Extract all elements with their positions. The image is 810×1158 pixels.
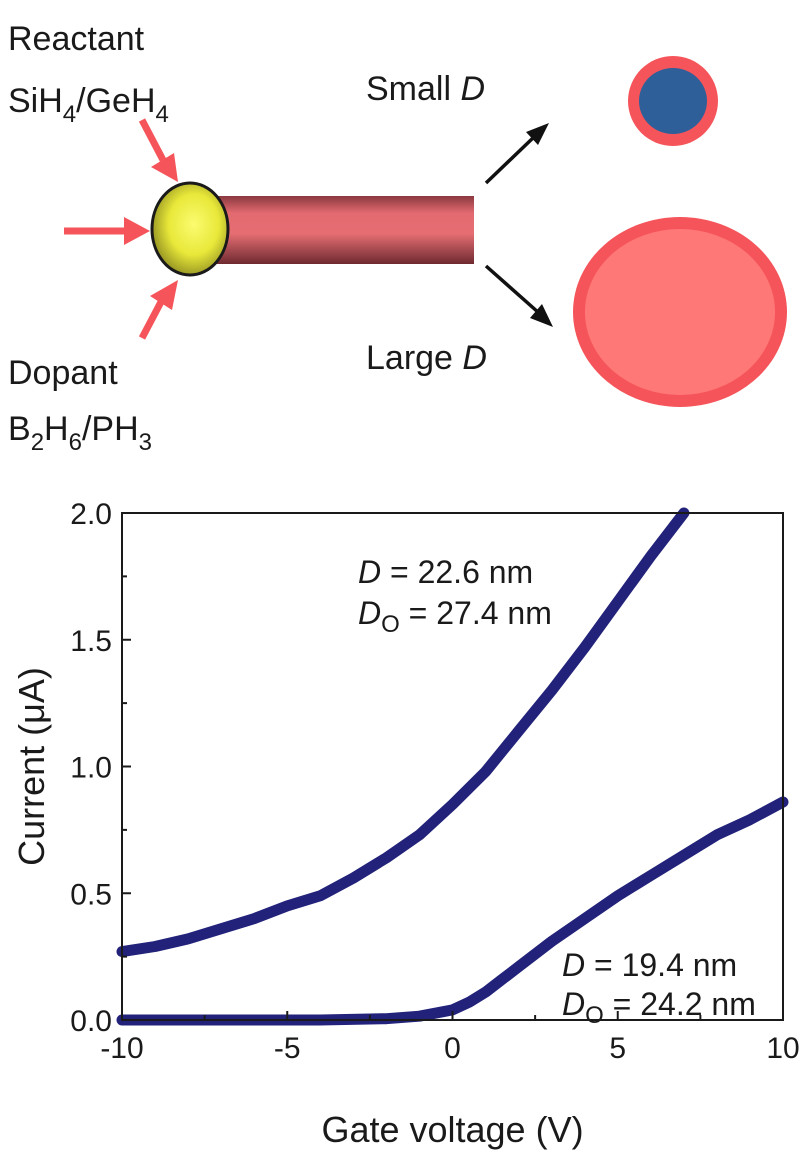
large-cross-section-core	[585, 229, 775, 395]
iv-chart: -10 -5 0 5 10 0.0 0.5 1.0 1.5 2.0 Gate voltage (V…	[11, 498, 800, 1150]
x-tick-label: 10	[766, 1032, 799, 1065]
growth-schematic: Reactant SiH4/GeH4 Small D Large D Dopan…	[8, 20, 787, 456]
x-tick-label: 5	[609, 1032, 626, 1065]
y-tick-label: 2.0	[70, 498, 112, 531]
annotation-series-1-do: DO = 27.4 nm	[358, 595, 552, 638]
nanowire-body	[210, 196, 474, 264]
arrow-to-large	[484, 264, 541, 315]
large-d-label: Large D	[366, 339, 487, 377]
x-axis-title: Gate voltage (V)	[321, 1109, 583, 1150]
arrow-top	[138, 118, 167, 162]
dopant-label: Dopant	[8, 354, 118, 392]
x-tick-label: -5	[274, 1032, 301, 1065]
arrow-bottom	[138, 298, 166, 340]
arrow-to-large-head	[530, 304, 553, 327]
x-tick-label: -10	[100, 1032, 143, 1065]
small-d-label: Small D	[366, 70, 485, 108]
y-tick-label: 1.5	[70, 625, 112, 658]
annotation-series-1-d: D = 22.6 nm	[358, 554, 533, 590]
catalyst-particle	[150, 181, 230, 277]
arrow-to-small	[484, 135, 536, 185]
tick-layer: -10 -5 0 5 10 0.0 0.5 1.0 1.5 2.0	[70, 498, 799, 1065]
reactant-species: SiH4/GeH4	[8, 82, 169, 128]
y-tick-label: 0.5	[70, 878, 112, 911]
arrow-left-head	[124, 217, 150, 245]
annotation-series-2-d: D = 19.4 nm	[562, 947, 737, 983]
series-1-line	[116, 507, 690, 958]
y-axis-title: Current (μA)	[11, 667, 52, 866]
dopant-species: B2H6/PH3	[8, 410, 152, 456]
arrow-top-head	[151, 153, 178, 182]
small-cross-section-core	[639, 68, 707, 134]
y-tick-label: 0.0	[70, 1005, 112, 1038]
x-tick-label: 0	[444, 1032, 461, 1065]
arrow-to-small-head	[526, 123, 549, 145]
precursor-arrows	[64, 118, 178, 340]
arrow-bottom-head	[150, 280, 178, 310]
y-tick-label: 1.0	[70, 752, 112, 785]
reactant-label: Reactant	[8, 20, 145, 58]
annotation-series-2-do: DO = 24.2 nm	[562, 986, 756, 1029]
